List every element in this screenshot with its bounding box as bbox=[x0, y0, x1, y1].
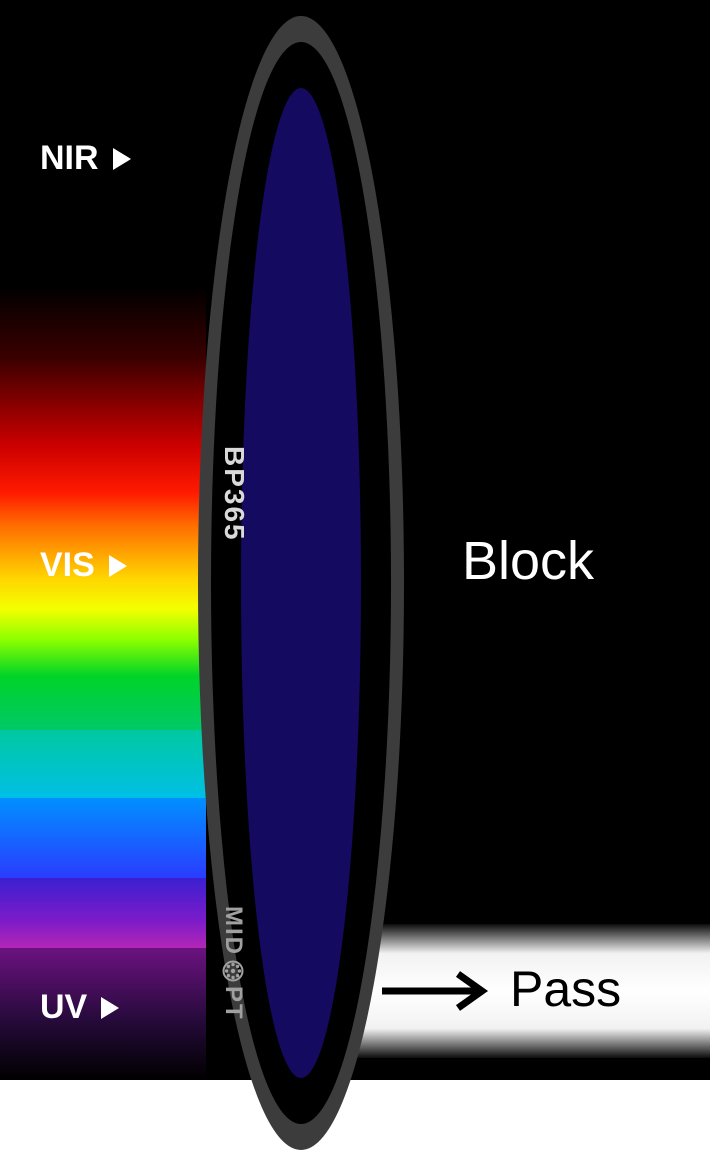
diagram-canvas: NIR VIS UV BP365 MID bbox=[0, 0, 710, 1162]
pass-label: Pass bbox=[510, 960, 621, 1018]
spectrum-blue bbox=[0, 798, 206, 878]
nir-arrow-icon bbox=[113, 148, 131, 170]
vis-text: VIS bbox=[40, 546, 95, 585]
uv-label: UV bbox=[40, 988, 119, 1027]
brand-part2: PT bbox=[219, 986, 247, 1021]
block-label: Block bbox=[462, 530, 594, 592]
filter-model-label: BP365 bbox=[220, 446, 250, 542]
nir-label: NIR bbox=[40, 139, 131, 178]
vis-arrow-icon bbox=[109, 555, 127, 577]
pass-arrow-icon bbox=[380, 966, 500, 1016]
brand-glyph-icon bbox=[222, 960, 244, 982]
uv-arrow-icon bbox=[101, 997, 119, 1019]
spectrum-cyan bbox=[0, 730, 206, 798]
filter-glass bbox=[241, 88, 361, 1078]
filter-lens: BP365 MID PT bbox=[198, 16, 404, 1150]
brand-part1: MID bbox=[219, 906, 247, 956]
spectrum-red bbox=[0, 446, 206, 524]
vis-label: VIS bbox=[40, 546, 127, 585]
uv-text: UV bbox=[40, 988, 87, 1027]
spectrum-green bbox=[0, 640, 206, 730]
spectrum-violet bbox=[0, 878, 206, 948]
nir-text: NIR bbox=[40, 139, 99, 178]
spectrum-nir-to-red-fade bbox=[0, 286, 206, 446]
spectrum-yellow bbox=[0, 578, 206, 640]
filter-brand-label: MID PT bbox=[218, 906, 248, 1021]
